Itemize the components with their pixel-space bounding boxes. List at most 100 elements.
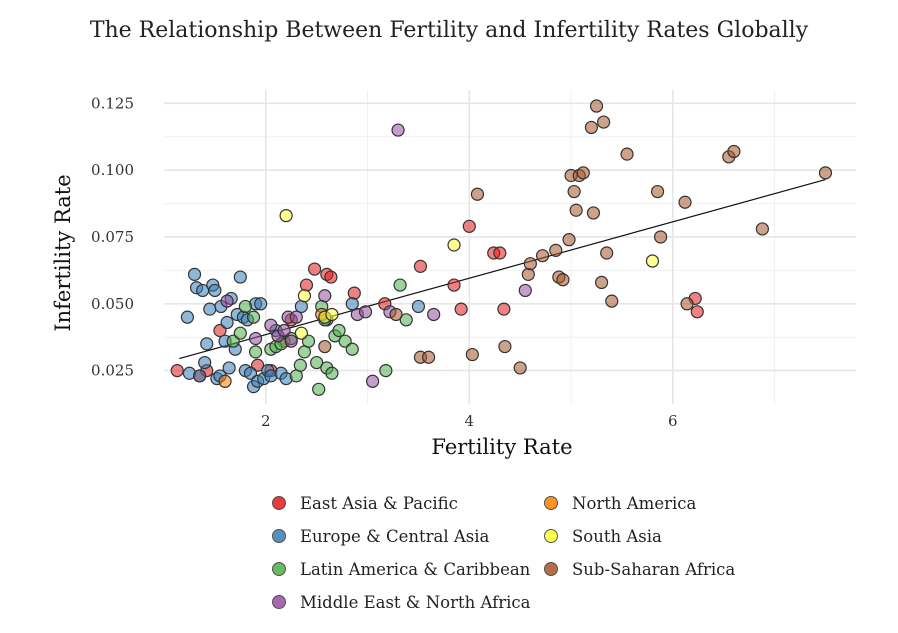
y-axis-title: Infertility Rate [51,174,75,331]
data-point [379,363,393,378]
data-point [293,358,307,372]
legend-key [272,562,286,576]
data-point [180,310,195,324]
data-point [576,166,590,180]
legend-label: East Asia & Pacific [300,493,458,513]
legend-item: East Asia & Pacific [272,492,544,514]
data-point [413,259,428,273]
data-point [198,355,212,370]
data-point [238,299,253,314]
data-point [345,297,359,311]
legend-label: Europe & Central Asia [300,526,490,546]
legend-key [544,496,558,510]
grid-layer [164,90,856,404]
data-point [389,307,403,322]
data-point [233,326,247,340]
legend-label: Sub-Saharan Africa [572,559,736,579]
series-group [279,209,660,340]
data-point [203,302,217,316]
data-point [818,166,833,180]
data-point [299,278,314,292]
data-point [193,369,207,383]
legend-key [272,595,286,609]
data-point [680,297,694,311]
data-point [497,302,511,316]
data-point [294,326,308,340]
legend-key [272,529,286,543]
legend-item: North America [544,492,744,514]
data-point [279,209,293,223]
data-point [690,305,704,319]
data-point [727,144,741,159]
points-layer [170,99,833,396]
data-point [498,339,512,354]
legend-item: Europe & Central Asia [272,525,544,547]
legend: East Asia & Pacific North America Europe &… [272,492,772,613]
legend-label: Middle East & North Africa [300,592,531,612]
x-tick-label: 4 [465,412,475,430]
data-point [277,323,291,338]
data-point [248,345,263,359]
data-point [586,206,601,220]
data-point [589,99,604,113]
data-point [600,246,614,260]
data-point [264,318,278,332]
data-point [470,187,485,201]
data-point [523,257,537,271]
data-point [650,184,665,199]
data-point [597,115,611,129]
data-point [170,363,184,378]
data-point [678,195,692,209]
data-point [254,297,268,311]
data-point [493,246,507,260]
data-point [411,299,426,314]
data-point [297,289,312,303]
data-point [755,222,769,236]
data-point [447,238,461,252]
data-point [535,249,550,263]
data-point [462,219,476,233]
data-point [654,230,668,244]
data-point [308,262,322,276]
data-point [620,147,634,161]
legend-label: Latin America & Caribbean [300,559,531,579]
data-point [465,347,479,362]
data-point [325,307,339,322]
x-axis-title: Fertility Rate [431,435,572,459]
y-tick-label: 0.025 [91,362,134,380]
legend-key [544,529,558,543]
data-point [220,315,234,330]
data-point [289,310,303,324]
data-point [284,334,298,348]
data-point [200,337,214,351]
data-point [347,286,361,300]
ticks-layer: 2 4 6 0.025 0.050 0.075 0.100 0.125 [91,94,678,430]
data-point [208,283,222,298]
data-point [312,382,326,396]
data-point [325,366,339,380]
data-point [220,294,234,308]
legend-key [544,562,558,576]
y-tick-label: 0.125 [91,94,134,112]
data-point [218,374,232,388]
data-point [233,270,247,284]
data-point [556,273,570,287]
data-point [332,323,346,338]
data-point [222,361,236,375]
data-point [645,254,660,268]
data-point [421,350,436,364]
data-point [345,342,359,356]
data-point [562,233,576,247]
data-point [569,203,583,217]
data-point [318,339,332,354]
legend-item: Latin America & Caribbean [272,558,544,580]
data-point [605,294,619,308]
data-point [521,267,535,281]
data-point [324,270,338,284]
x-tick-label: 2 [261,412,271,430]
data-point [399,313,413,327]
data-point [393,278,407,292]
y-tick-label: 0.100 [91,161,134,179]
